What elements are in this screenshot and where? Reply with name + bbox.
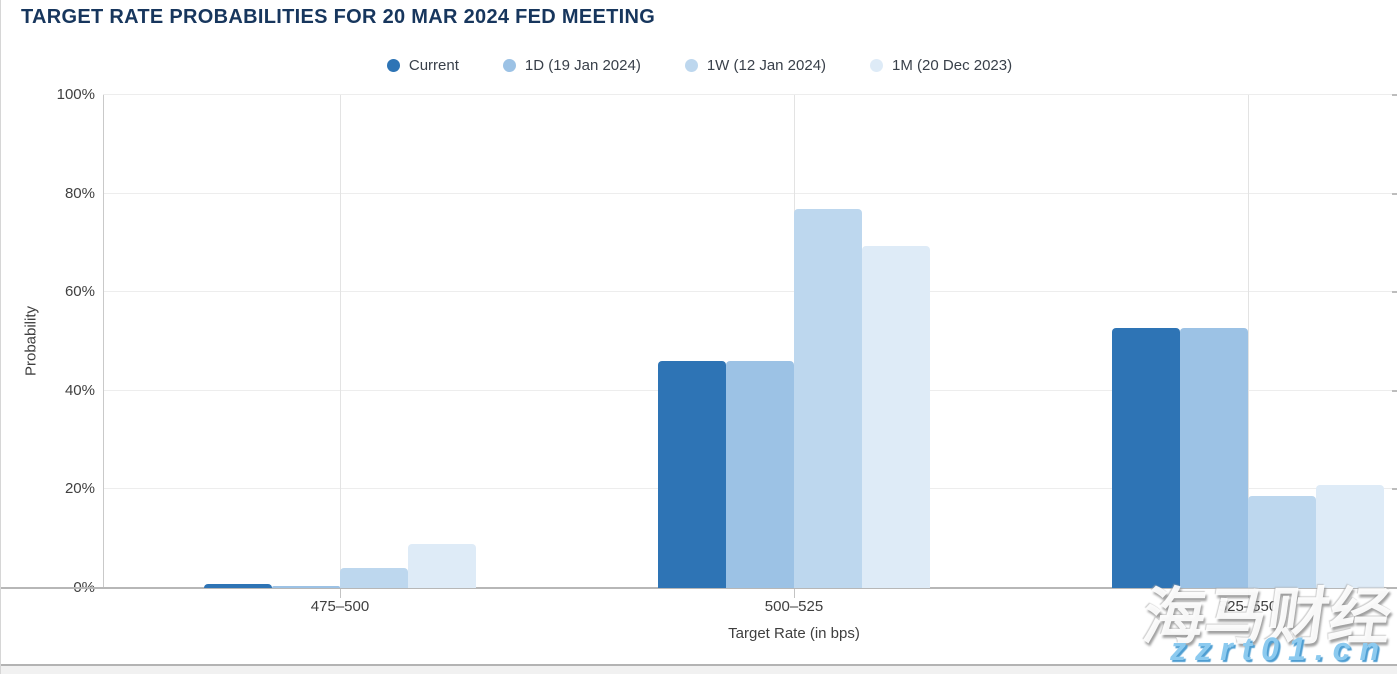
bar-1w-500–525: [794, 208, 862, 588]
bar-current-525–550: [1112, 327, 1180, 588]
bar-1w-525–550: [1248, 496, 1316, 588]
legend-item-1w[interactable]: 1W (12 Jan 2024): [684, 57, 827, 74]
h-gridline-80%: [103, 192, 1397, 194]
y-tick-label: 100%: [56, 86, 95, 103]
page-background-strip: [1, 666, 1397, 674]
y-tick-label: 80%: [64, 184, 95, 202]
bar-1d-525–550: [1180, 327, 1248, 588]
bar-1d-475–500: [272, 585, 340, 588]
y-tick-label: 40%: [64, 381, 95, 399]
v-gridline: [340, 95, 341, 588]
x-tick-label: 475–500: [310, 598, 370, 615]
legend-item-1d[interactable]: 1D (19 Jan 2024): [502, 57, 641, 74]
legend-label: 1W (12 Jan 2024): [706, 57, 827, 74]
y-axis-line: [103, 95, 104, 588]
legend-dot-icon: [386, 59, 400, 72]
y-tick-label: 20%: [64, 480, 95, 498]
h-gridline-60%: [103, 291, 1397, 293]
x-axis-title: Target Rate (in bps): [728, 625, 860, 642]
legend-dot-icon: [502, 59, 516, 72]
bar-current-500–525: [658, 360, 726, 588]
legend-item-1m[interactable]: 1M (20 Dec 2023): [870, 57, 1012, 74]
x-axis-line: [1, 587, 1397, 589]
x-tick-label: 525–550: [1218, 598, 1278, 615]
h-gridline-right-tick: [1392, 192, 1397, 195]
bar-1m-475–500: [408, 543, 476, 588]
y-tick-label: 60%: [64, 283, 95, 301]
legend-label: Current: [408, 57, 459, 74]
y-axis-title: Probability: [22, 305, 40, 377]
x-axis-tick: [1248, 588, 1249, 598]
panel-bottom-border: [1, 664, 1397, 666]
bar-current-475–500: [204, 584, 272, 588]
legend-label: 1D (19 Jan 2024): [524, 57, 641, 74]
x-axis-tick: [794, 588, 795, 598]
h-gridline-right-tick: [1392, 389, 1397, 392]
h-gridline-right-tick: [1392, 291, 1397, 294]
bar-1m-525–550: [1316, 485, 1384, 588]
h-gridline-right-tick: [1392, 488, 1397, 491]
bar-1d-500–525: [726, 360, 794, 588]
h-gridline-right-tick: [1392, 94, 1397, 96]
h-gridline-100%: [103, 94, 1397, 95]
legend-item-current[interactable]: Current: [386, 57, 459, 74]
bar-1m-500–525: [862, 245, 930, 588]
legend-label: 1M (20 Dec 2023): [892, 57, 1013, 74]
v-gridline: [1248, 95, 1249, 588]
legend-dot-icon: [870, 59, 884, 72]
bar-1w-475–500: [340, 568, 408, 588]
x-axis-tick: [340, 588, 341, 598]
chart-legend: Current 1D (19 Jan 2024) 1W (12 Jan 2024) 1…: [1, 57, 1397, 74]
chart-title: TARGET RATE PROBABILITIES FOR 20 MAR 202…: [21, 6, 656, 28]
legend-dot-icon: [684, 59, 698, 72]
x-tick-label: 500–525: [764, 598, 824, 615]
